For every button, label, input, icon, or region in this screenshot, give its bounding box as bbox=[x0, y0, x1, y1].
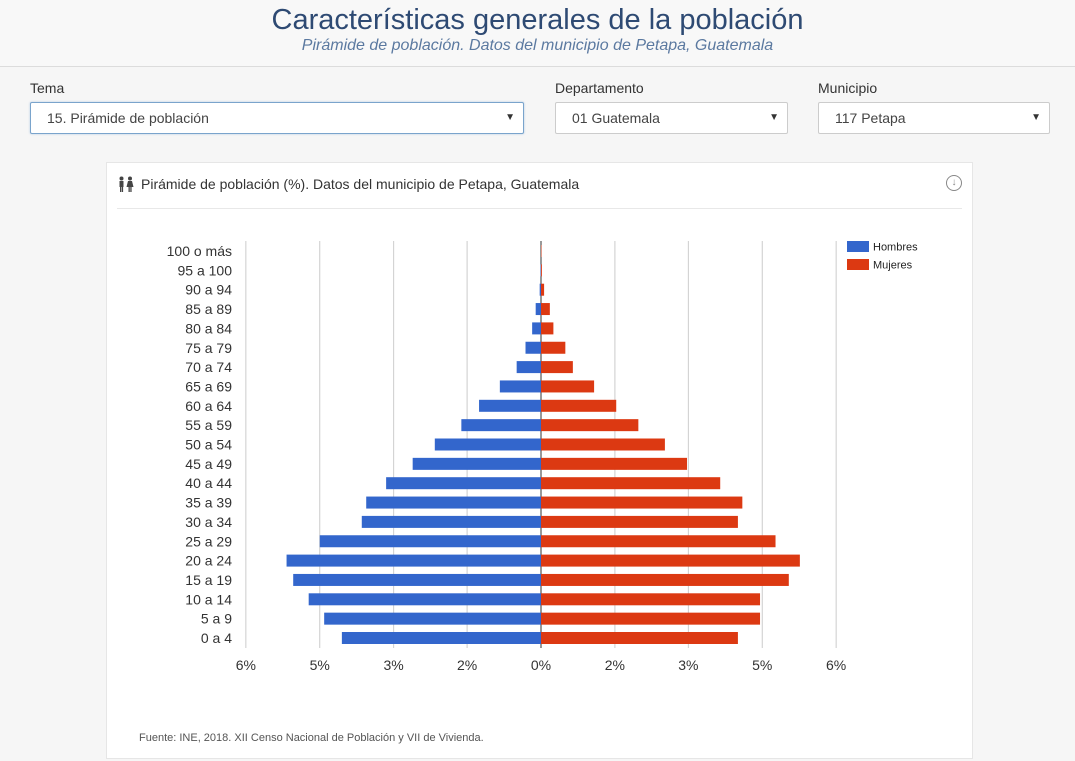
bar-mujeres bbox=[541, 515, 738, 528]
y-tick-label: 25 a 29 bbox=[185, 533, 232, 549]
bar-hombres bbox=[366, 496, 541, 509]
y-tick-label: 75 a 79 bbox=[185, 340, 232, 356]
bar-hombres bbox=[525, 341, 541, 354]
page-subtitle: Pirámide de población. Datos del municip… bbox=[301, 37, 774, 54]
y-tick-label: 15 a 19 bbox=[185, 572, 232, 588]
chevron-down-icon: ▼ bbox=[1031, 112, 1041, 123]
y-tick-label: 30 a 34 bbox=[185, 514, 232, 530]
bar-mujeres bbox=[541, 380, 595, 393]
source-note: Fuente: INE, 2018. XII Censo Nacional de… bbox=[139, 732, 484, 744]
y-tick-label: 35 a 39 bbox=[185, 495, 232, 511]
page-header: Características generales de la població… bbox=[0, 0, 1075, 67]
bar-hombres bbox=[461, 419, 541, 432]
bar-mujeres bbox=[541, 341, 566, 354]
bar-hombres bbox=[293, 573, 541, 586]
y-tick-label: 55 a 59 bbox=[185, 417, 232, 433]
municipio-label: Municipio bbox=[818, 80, 878, 96]
bar-hombres bbox=[308, 593, 541, 606]
bar-mujeres bbox=[541, 361, 573, 374]
bar-hombres bbox=[539, 283, 541, 296]
page-title: Características generales de la població… bbox=[271, 4, 804, 36]
population-pyramid-chart: 0 a 4 5 a 9 10 a 14 15 a 19 20 a 24 25 a 29 30… bbox=[167, 241, 918, 673]
y-tick-label: 50 a 54 bbox=[185, 437, 232, 453]
legend-label: Mujeres bbox=[873, 260, 913, 272]
x-tick-label: 6% bbox=[826, 657, 846, 673]
chevron-down-icon: ▼ bbox=[505, 112, 515, 123]
y-tick-label: 80 a 84 bbox=[185, 320, 232, 336]
card-header: Pirámide de población (%). Datos del mun… bbox=[117, 176, 579, 192]
download-icon[interactable]: ↓ bbox=[946, 175, 962, 191]
departamento-label: Departamento bbox=[555, 80, 644, 96]
bar-mujeres bbox=[541, 593, 761, 606]
chart-card: Pirámide de población (%). Datos del mun… bbox=[106, 162, 973, 759]
y-tick-label: 5 a 9 bbox=[201, 611, 232, 627]
x-tick-label: 0% bbox=[531, 657, 551, 673]
bar-mujeres bbox=[541, 612, 761, 625]
x-tick-label: 3% bbox=[678, 657, 698, 673]
y-tick-label: 10 a 14 bbox=[185, 591, 232, 607]
x-tick-label: 5% bbox=[752, 657, 772, 673]
x-tick-label: 2% bbox=[457, 657, 477, 673]
bar-mujeres bbox=[541, 457, 688, 470]
bar-mujeres bbox=[541, 496, 743, 509]
bar-hombres bbox=[535, 303, 541, 316]
bar-mujeres bbox=[541, 573, 789, 586]
legend-label: Hombres bbox=[873, 242, 918, 254]
municipio-select[interactable]: 117 Petapa ▼ bbox=[818, 102, 1050, 134]
bar-mujeres bbox=[541, 264, 542, 277]
y-tick-label: 40 a 44 bbox=[185, 475, 232, 491]
bar-hombres bbox=[499, 380, 541, 393]
y-tick-label: 85 a 89 bbox=[185, 301, 232, 317]
bar-mujeres bbox=[541, 535, 776, 548]
bar-mujeres bbox=[541, 322, 554, 335]
bar-mujeres bbox=[541, 399, 617, 412]
bar-hombres bbox=[386, 477, 541, 490]
bar-hombres bbox=[319, 535, 541, 548]
y-tick-label: 90 a 94 bbox=[185, 282, 232, 298]
y-tick-label: 70 a 74 bbox=[185, 359, 232, 375]
bar-mujeres bbox=[541, 477, 721, 490]
bar-mujeres bbox=[541, 632, 738, 644]
y-tick-label: 0 a 4 bbox=[201, 630, 232, 646]
bar-hombres bbox=[479, 399, 541, 412]
divider bbox=[117, 208, 962, 209]
bar-hombres bbox=[286, 554, 541, 567]
x-tick-label: 2% bbox=[605, 657, 625, 673]
y-tick-label: 95 a 100 bbox=[178, 262, 233, 278]
chart-title: Pirámide de población (%). Datos del mun… bbox=[141, 176, 580, 192]
tema-select-value: 15. Pirámide de población bbox=[47, 110, 209, 126]
bar-hombres bbox=[532, 322, 541, 335]
people-icon bbox=[119, 176, 134, 192]
bar-hombres bbox=[516, 361, 541, 374]
x-tick-label: 6% bbox=[236, 657, 256, 673]
bar-hombres bbox=[341, 632, 541, 644]
bar-hombres bbox=[361, 515, 541, 528]
bar-hombres bbox=[324, 612, 541, 625]
bar-mujeres bbox=[541, 554, 800, 567]
bar-hombres bbox=[434, 438, 541, 451]
departamento-select[interactable]: 01 Guatemala ▼ bbox=[555, 102, 788, 134]
legend-swatch bbox=[847, 259, 869, 270]
x-tick-label: 5% bbox=[310, 657, 330, 673]
y-tick-label: 65 a 69 bbox=[185, 378, 232, 394]
x-tick-label: 3% bbox=[384, 657, 404, 673]
tema-select[interactable]: 15. Pirámide de población ▼ bbox=[30, 102, 524, 134]
bar-mujeres bbox=[541, 419, 639, 432]
bar-mujeres bbox=[541, 283, 545, 296]
bar-mujeres bbox=[541, 438, 665, 451]
departamento-select-value: 01 Guatemala bbox=[572, 110, 660, 126]
y-tick-label: 20 a 24 bbox=[185, 553, 232, 569]
bar-mujeres bbox=[541, 303, 550, 316]
municipio-select-value: 117 Petapa bbox=[835, 110, 906, 126]
y-tick-label: 45 a 49 bbox=[185, 456, 232, 472]
bar-hombres bbox=[412, 457, 541, 470]
y-tick-label: 100 o más bbox=[167, 243, 232, 259]
tema-label: Tema bbox=[30, 80, 65, 96]
legend-swatch bbox=[847, 241, 869, 252]
y-tick-label: 60 a 64 bbox=[185, 398, 232, 414]
chevron-down-icon: ▼ bbox=[769, 112, 779, 123]
